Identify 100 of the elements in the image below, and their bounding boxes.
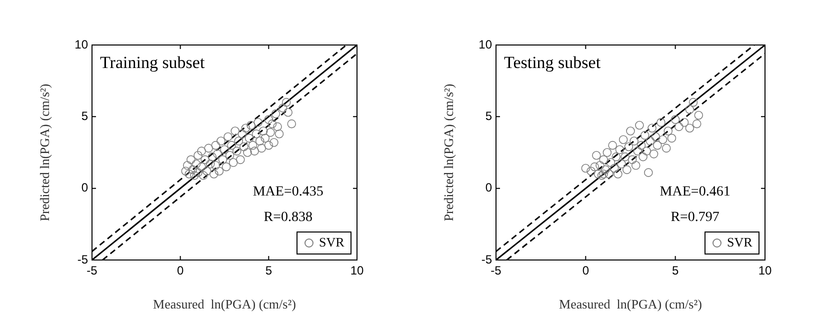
point bbox=[694, 110, 704, 120]
point bbox=[664, 126, 673, 136]
point bbox=[628, 155, 637, 164]
point bbox=[234, 136, 244, 146]
text: Training subset bbox=[100, 52, 205, 72]
point bbox=[248, 140, 258, 150]
point bbox=[614, 170, 622, 178]
point bbox=[642, 146, 652, 156]
point bbox=[181, 166, 190, 176]
point bbox=[186, 155, 196, 164]
point bbox=[236, 155, 245, 164]
point bbox=[649, 150, 658, 158]
point bbox=[638, 152, 648, 162]
point bbox=[610, 164, 619, 173]
point bbox=[271, 109, 280, 118]
point bbox=[615, 145, 624, 154]
point bbox=[646, 136, 655, 146]
point bbox=[183, 161, 192, 170]
x-tick-label: 5 bbox=[672, 264, 679, 278]
point bbox=[599, 170, 608, 178]
point bbox=[278, 104, 288, 112]
point bbox=[626, 126, 635, 136]
point bbox=[241, 124, 250, 133]
point bbox=[653, 140, 662, 150]
point bbox=[586, 166, 596, 176]
point bbox=[636, 140, 646, 150]
y-tick-label: -5 bbox=[77, 252, 88, 266]
y-tick-label: -5 bbox=[481, 252, 492, 266]
point bbox=[264, 140, 274, 150]
point bbox=[250, 146, 259, 156]
point bbox=[243, 148, 252, 157]
point bbox=[599, 155, 608, 164]
point bbox=[590, 162, 600, 172]
annotation: MAE=0.461 bbox=[660, 184, 730, 200]
point bbox=[252, 129, 261, 138]
point bbox=[204, 144, 213, 153]
point bbox=[692, 119, 702, 128]
x-tick-label: 0 bbox=[582, 264, 590, 278]
point bbox=[230, 126, 240, 136]
point bbox=[658, 135, 668, 144]
point bbox=[224, 132, 232, 142]
point bbox=[617, 160, 626, 168]
point bbox=[622, 165, 632, 174]
point bbox=[264, 115, 274, 124]
point bbox=[214, 166, 224, 176]
point bbox=[184, 170, 194, 178]
point bbox=[246, 120, 256, 130]
point bbox=[287, 119, 296, 128]
y-tick-label: 10 bbox=[74, 37, 88, 52]
point bbox=[685, 105, 694, 114]
point bbox=[257, 144, 266, 153]
point bbox=[200, 155, 210, 164]
point bbox=[644, 168, 653, 177]
point bbox=[282, 98, 291, 107]
point bbox=[630, 136, 638, 146]
point bbox=[222, 162, 231, 172]
y-tick-label: 0 bbox=[81, 180, 88, 195]
point bbox=[220, 145, 229, 154]
point bbox=[674, 122, 684, 132]
y-tick-label: 5 bbox=[81, 108, 88, 123]
legend-label: SVR bbox=[727, 234, 753, 250]
point bbox=[202, 166, 212, 176]
point bbox=[228, 158, 238, 167]
point bbox=[685, 124, 694, 133]
point bbox=[656, 118, 666, 127]
point bbox=[688, 98, 698, 107]
point bbox=[597, 171, 606, 180]
y-axis-title: Predicted ln(PGA) (cm/s²) bbox=[37, 84, 52, 222]
point bbox=[198, 171, 208, 180]
annotation: MAE=0.435 bbox=[252, 184, 324, 200]
point bbox=[225, 150, 234, 160]
point bbox=[612, 152, 621, 162]
x-axis-title: Measured ln(PGA) (cm/s²) bbox=[559, 296, 702, 312]
point bbox=[680, 118, 689, 127]
point bbox=[197, 146, 206, 156]
point bbox=[640, 130, 650, 140]
point bbox=[594, 170, 603, 178]
x-tick-label: 0 bbox=[176, 264, 184, 278]
point bbox=[211, 140, 220, 150]
point bbox=[606, 158, 616, 167]
point bbox=[274, 129, 284, 138]
point bbox=[270, 138, 278, 147]
point bbox=[273, 122, 282, 132]
point bbox=[651, 132, 660, 142]
point bbox=[197, 162, 206, 172]
point bbox=[194, 150, 202, 160]
point bbox=[208, 152, 217, 162]
point bbox=[608, 140, 617, 150]
point bbox=[260, 134, 270, 143]
point bbox=[240, 142, 248, 152]
point bbox=[620, 152, 630, 162]
point bbox=[216, 136, 226, 146]
point bbox=[633, 146, 642, 156]
point bbox=[213, 150, 222, 158]
point bbox=[618, 135, 628, 144]
x-axis-title: Measured ln(PGA) (cm/s²) bbox=[153, 296, 296, 312]
point bbox=[188, 165, 198, 174]
text: Testing subset bbox=[504, 52, 601, 72]
point bbox=[581, 164, 590, 173]
point bbox=[244, 134, 254, 143]
